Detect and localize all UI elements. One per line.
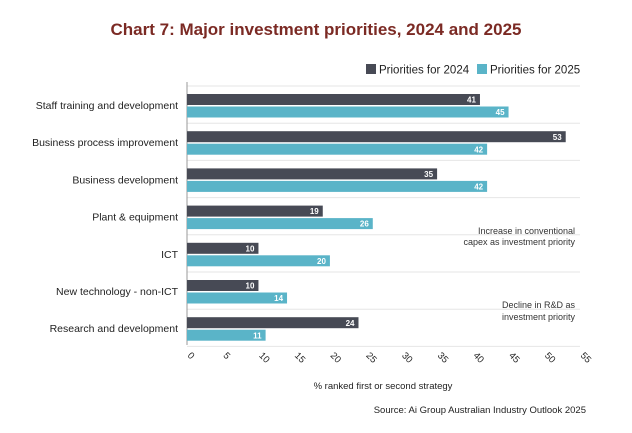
x-tick-label: 40 xyxy=(471,350,486,365)
data-label: 10 xyxy=(246,282,255,291)
bar xyxy=(187,106,509,118)
category-label: Research and development xyxy=(50,323,178,335)
data-label: 42 xyxy=(474,183,483,192)
data-label: 10 xyxy=(246,244,255,253)
x-tick-label: 25 xyxy=(364,350,379,365)
data-label: 35 xyxy=(424,170,433,179)
category-label: ICT xyxy=(161,249,179,261)
bar xyxy=(187,317,359,329)
legend-swatch-2025 xyxy=(477,64,487,74)
category-label: Business development xyxy=(72,174,178,186)
x-tick-label: 20 xyxy=(328,350,343,365)
annotation-rd-line-2: investment priority xyxy=(502,312,576,322)
bar xyxy=(187,131,566,143)
data-label: 53 xyxy=(553,133,562,142)
data-label: 26 xyxy=(360,220,369,229)
category-label: Plant & equipment xyxy=(92,212,178,224)
chart-title: Chart 7: Major investment priorities, 20… xyxy=(110,20,522,39)
x-tick-label: 55 xyxy=(578,350,593,365)
bars: 41 45 53 42 35 42 19 26 10 20 10 14 24 11 xyxy=(187,94,566,341)
x-tick-label: 30 xyxy=(399,350,414,365)
legend: Priorities for 2024 Priorities for 2025 xyxy=(366,64,580,77)
category-label: Business process improvement xyxy=(32,137,178,149)
data-label: 24 xyxy=(346,319,355,328)
legend-label-2025: Priorities for 2025 xyxy=(490,65,580,77)
x-axis-title: % ranked first or second strategy xyxy=(314,381,453,392)
data-label: 42 xyxy=(474,145,483,154)
annotation-rd: Decline in R&D as investment priority xyxy=(502,300,576,322)
bar xyxy=(187,280,259,291)
bar xyxy=(187,292,288,304)
bar xyxy=(187,143,488,155)
category-label: New technology - non-ICT xyxy=(56,286,179,298)
bar xyxy=(187,94,480,105)
annotation-rd-line-1: Decline in R&D as xyxy=(502,300,576,310)
bar xyxy=(187,180,488,192)
data-label: 20 xyxy=(317,257,326,266)
category-labels: Staff training and development Business p… xyxy=(32,100,178,335)
data-label: 19 xyxy=(310,207,319,216)
x-tick-label: 15 xyxy=(292,350,307,365)
x-tick-label: 0 xyxy=(185,350,197,362)
x-tick-label: 50 xyxy=(542,350,557,365)
bar xyxy=(187,205,323,217)
data-label: 41 xyxy=(467,96,476,105)
data-label: 14 xyxy=(274,294,283,303)
category-label: Staff training and development xyxy=(36,100,178,112)
source-note: Source: Ai Group Australian Industry Out… xyxy=(374,405,586,416)
x-tick-label: 35 xyxy=(435,350,450,365)
annotation-capex-line-1: Increase in conventional xyxy=(478,226,575,236)
bar xyxy=(187,218,373,230)
annotation-capex: Increase in conventional capex as invest… xyxy=(463,226,575,247)
annotation-capex-line-2: capex as investment priority xyxy=(463,237,575,247)
bar xyxy=(187,329,266,341)
x-tick-label: 5 xyxy=(221,350,233,362)
bar xyxy=(187,168,438,180)
bar xyxy=(187,255,330,267)
bar xyxy=(187,242,259,254)
legend-label-2024: Priorities for 2024 xyxy=(379,65,470,77)
x-tick-labels: 0 5 10 15 20 25 30 35 40 45 50 55 xyxy=(185,350,593,365)
x-tick-label: 10 xyxy=(256,350,271,365)
data-label: 11 xyxy=(253,331,262,340)
data-label: 45 xyxy=(496,108,505,117)
x-tick-label: 45 xyxy=(506,350,521,365)
legend-swatch-2024 xyxy=(366,64,376,74)
